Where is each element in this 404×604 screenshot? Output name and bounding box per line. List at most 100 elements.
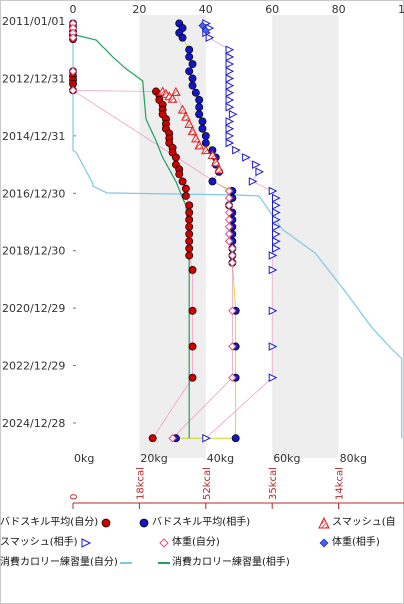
x-top-tick-label: 40 (199, 3, 213, 16)
data-point (148, 434, 157, 443)
data-point (198, 117, 207, 126)
legend-symbol-icon (136, 516, 152, 530)
data-point (177, 104, 188, 114)
data-point (225, 124, 235, 134)
data-point (268, 251, 278, 260)
x-bottom-tick-label: 20kg (140, 452, 167, 465)
data-point (225, 74, 235, 83)
data-point (242, 153, 251, 162)
data-point (225, 66, 235, 76)
data-point (185, 52, 194, 61)
data-point (228, 342, 237, 351)
data-point (228, 306, 237, 316)
data-point (228, 109, 238, 119)
legend-label: 消費カロリー練習量(相手) (172, 557, 290, 568)
legend-label: スマッシュ(相手) (0, 537, 78, 548)
calorie-tick-label: 14kcal (335, 467, 346, 500)
shaded-band-0 (139, 15, 206, 458)
x-top-tick-label: 0 (70, 3, 77, 16)
data-point (191, 88, 200, 97)
shaded-bands (139, 15, 339, 458)
data-point (210, 157, 221, 167)
series-line-6 (72, 21, 403, 439)
y-tick-label: 2022/12/29 (2, 360, 65, 373)
data-point (272, 201, 281, 210)
data-point (224, 237, 234, 246)
data-point (185, 230, 194, 238)
data-point (225, 59, 235, 69)
legend-item: バドスキル平均(相手) (136, 516, 250, 530)
data-point (168, 434, 177, 443)
data-point (201, 26, 210, 35)
x-top-tick-label: 60 (265, 3, 279, 16)
data-point (208, 177, 217, 186)
data-point (185, 237, 194, 246)
y-tick-label: 2016/12/30 (2, 187, 65, 200)
data-point (191, 133, 201, 143)
x-bottom-tick-label: 0kg (74, 452, 94, 465)
data-point (175, 170, 184, 179)
data-point (185, 45, 194, 54)
legend-label: 消費カロリー練習量(自分) (0, 557, 118, 568)
data-point (181, 184, 190, 193)
x-top-tick-label: 20 (132, 3, 146, 16)
data-point (268, 342, 278, 351)
data-point (272, 193, 281, 203)
data-point (188, 266, 197, 274)
data-point (68, 86, 78, 95)
data-point (272, 236, 281, 246)
y-tick-label: 2012/12/31 (2, 72, 65, 85)
x-top-ticks: 0 20 40 60 80 10 (70, 3, 404, 16)
data-point (185, 215, 194, 224)
legend-symbol-icon (78, 536, 94, 550)
data-point (225, 81, 235, 90)
data-point (188, 60, 197, 68)
legend-label: 体重(相手) (332, 537, 380, 548)
data-point (232, 145, 241, 155)
legend-item: 体重(相手) (316, 536, 380, 550)
data-point (225, 131, 235, 141)
data-point (181, 191, 190, 200)
x-top-tick-label: 10 (398, 3, 404, 16)
data-point (195, 110, 204, 119)
y-tick-label: 2014/12/31 (2, 130, 65, 143)
data-point (198, 21, 207, 30)
data-point (185, 208, 194, 217)
y-tick-label: 2020/12/29 (2, 302, 65, 315)
data-point (268, 186, 278, 196)
calorie-tick-label: 0 (69, 494, 80, 500)
data-point (178, 33, 187, 42)
data-point (248, 177, 258, 186)
legend-label: バドスキル平均(自分) (0, 517, 99, 528)
calorie-tick-label: 52kcal (202, 467, 213, 500)
data-point (228, 373, 237, 382)
y-tick-label: 2018/12/30 (2, 245, 65, 258)
y-tick-label: 2024/12/28 (2, 417, 65, 430)
legend-item: スマッシュ(自 (316, 516, 396, 530)
legend-symbol-icon (316, 536, 332, 550)
data-point (225, 102, 235, 112)
y-tick-label: 2011/01/01 (2, 15, 65, 28)
data-point (185, 67, 194, 76)
legend-symbol-icon (316, 516, 332, 530)
data-point (225, 45, 235, 55)
data-point (188, 373, 197, 382)
data-point (205, 33, 215, 42)
legend-item: バドスキル平均(自分) (0, 516, 114, 530)
data-point (188, 306, 197, 315)
data-point (198, 124, 207, 133)
data-point (228, 258, 237, 267)
data-point (225, 52, 235, 62)
data-point (272, 229, 281, 239)
legend-label: 体重(自分) (172, 537, 220, 548)
x-top-tick-label: 80 (332, 3, 346, 16)
legend-item: 消費カロリー練習量(相手) (156, 556, 290, 570)
calorie-axis: 0 18kcal 52kcal 35kcal 14kcal (69, 467, 404, 509)
data-point (194, 140, 204, 150)
data-point (225, 88, 235, 98)
data-point (171, 153, 180, 162)
data-point (68, 33, 78, 42)
data-point (171, 86, 181, 96)
data-point (202, 433, 211, 443)
data-point (195, 96, 204, 104)
